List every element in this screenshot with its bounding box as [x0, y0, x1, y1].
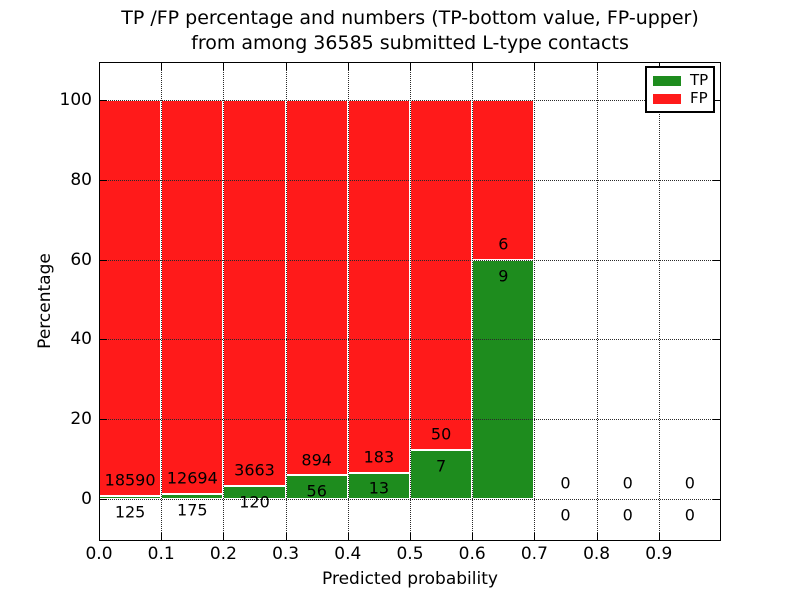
fp-count-label: 12694: [166, 468, 218, 488]
fp-count-label: 183: [363, 447, 395, 467]
x-tick-label: 0.9: [645, 544, 673, 564]
x-tick-bottom: [472, 533, 474, 540]
x-tick-label: 0.3: [272, 544, 300, 564]
x-tick-bottom: [223, 533, 225, 540]
x-tick-label: 0.0: [85, 544, 113, 564]
y-tick-right: [713, 179, 720, 181]
fp-count-label: 0: [684, 473, 695, 493]
y-tick-label: 40: [70, 329, 92, 350]
tp-count-label: 13: [368, 478, 390, 498]
x-tick-top: [410, 63, 411, 70]
tp-count-label: 125: [114, 502, 146, 522]
v-gridline: [285, 62, 287, 541]
y-tick-label: 0: [81, 489, 92, 509]
y-tick-left: [100, 259, 107, 261]
y-tick-right: [713, 339, 720, 341]
x-tick-bottom: [596, 533, 598, 540]
fp-count-label: 0: [560, 473, 571, 493]
x-tick-top: [534, 63, 536, 70]
tp-count-label: 175: [177, 500, 208, 520]
x-tick-bottom: [161, 533, 163, 540]
fp-count-label: 50: [430, 424, 452, 444]
v-gridline: [223, 62, 225, 541]
tp-count-label: 9: [498, 266, 509, 286]
y-tick-label: 20: [70, 409, 92, 430]
tp-count-label: 120: [239, 492, 270, 512]
legend-label-tp: TP: [690, 71, 709, 89]
plot-area: 18590 125 12694 175 3663 120 894 56 183 13 50 7 6 9 0 0…: [99, 62, 721, 541]
x-tick-bottom: [658, 533, 660, 540]
x-tick-top: [161, 63, 163, 70]
v-gridline: [534, 62, 536, 541]
v-gridline: [161, 62, 163, 541]
bar-fp-segment: [410, 100, 473, 450]
chart-title: TP /FP percentage and numbers (TP-bottom…: [99, 6, 721, 56]
fp-count-label: 18590: [104, 470, 156, 490]
y-tick-left: [100, 339, 107, 341]
fp-count-label: 6: [498, 234, 509, 254]
bar-tp-segment: [347, 472, 410, 499]
x-tick-label: 0.8: [583, 544, 611, 564]
tp-count-label: 7: [436, 456, 447, 476]
legend: TP FP: [645, 66, 715, 113]
x-tick-top: [285, 63, 287, 70]
x-tick-top: [99, 63, 100, 70]
x-tick-label: 0.6: [458, 544, 486, 564]
chart-title-line2: from among 36585 submitted L-type contac…: [191, 32, 629, 54]
tp-count-label: 56: [306, 481, 327, 501]
bar-fp-segment: [99, 100, 162, 497]
x-tick-top: [596, 63, 598, 70]
legend-item-fp: FP: [653, 89, 708, 107]
tp-count-label: 0: [622, 505, 633, 525]
y-tick-left: [100, 419, 107, 421]
x-tick-label: 0.2: [209, 544, 237, 564]
y-tick-right: [713, 259, 720, 261]
v-gridline: [596, 62, 598, 541]
bar-tp-segment: [410, 450, 473, 499]
x-tick-top: [347, 63, 349, 70]
tp-color-swatch: [653, 75, 681, 86]
bar-fp-segment: [347, 100, 410, 473]
x-tick-bottom: [99, 533, 100, 540]
v-gridline: [658, 62, 660, 541]
fp-count-label: 3663: [234, 460, 275, 480]
legend-item-tp: TP: [653, 71, 709, 89]
y-tick-right: [713, 419, 720, 421]
x-tick-bottom: [285, 533, 287, 540]
legend-label-fp: FP: [690, 89, 708, 107]
y-tick-label: 100: [59, 90, 92, 110]
x-tick-bottom: [347, 533, 349, 540]
y-tick-left: [100, 499, 107, 500]
v-gridline: [347, 62, 349, 541]
v-gridline: [410, 62, 411, 541]
v-gridline: [472, 62, 474, 541]
x-tick-label: 0.5: [396, 544, 424, 564]
x-tick-label: 0.4: [334, 544, 362, 564]
y-tick-right: [713, 100, 720, 101]
x-tick-label: 0.7: [520, 544, 548, 564]
x-tick-bottom: [534, 533, 536, 540]
tp-count-label: 0: [684, 505, 695, 525]
x-tick-label: 0.1: [147, 544, 175, 564]
tp-count-label: 0: [560, 505, 571, 525]
fp-color-swatch: [653, 93, 681, 104]
fp-count-label: 0: [622, 473, 633, 493]
x-axis-label: Predicted probability: [322, 569, 498, 589]
y-tick-left: [100, 100, 107, 101]
bar-tp-segment: [472, 259, 535, 499]
y-tick-left: [100, 179, 107, 181]
chart-title-line1: TP /FP percentage and numbers (TP-bottom…: [121, 7, 699, 29]
bar-fp-segment: [223, 100, 286, 487]
bar-fp-segment: [161, 100, 224, 494]
x-tick-top: [223, 63, 225, 70]
x-tick-bottom: [410, 533, 411, 540]
fp-count-label: 894: [301, 450, 332, 470]
y-tick-label: 60: [70, 249, 92, 270]
x-tick-top: [472, 63, 474, 70]
y-tick-label: 80: [70, 169, 92, 190]
y-tick-right: [713, 499, 720, 500]
